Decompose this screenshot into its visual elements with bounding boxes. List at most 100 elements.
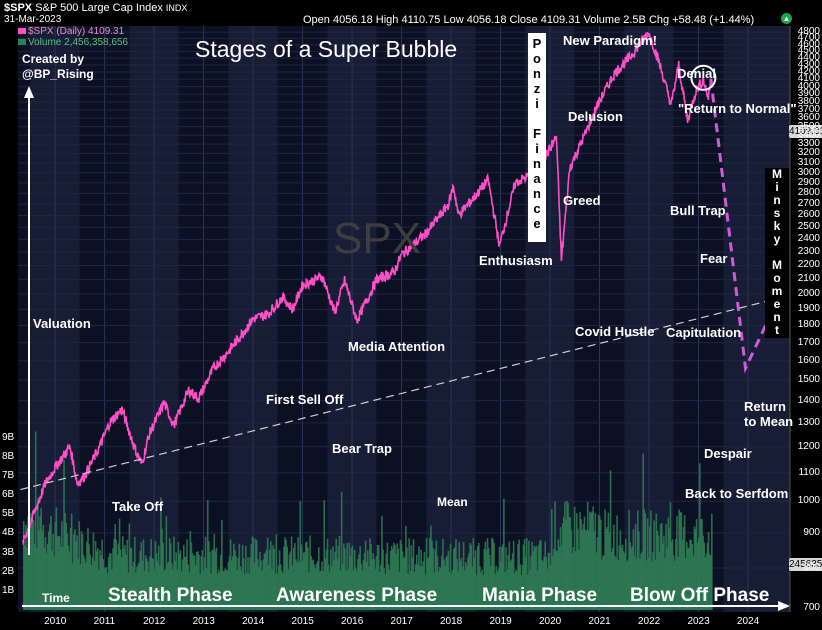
volume-bar <box>454 547 456 610</box>
volume-bar <box>174 561 176 610</box>
volume-bar <box>603 555 605 610</box>
volume-bar <box>396 543 398 610</box>
volume-bar <box>437 571 440 610</box>
volume-bar <box>524 556 527 610</box>
volume-bar <box>657 535 660 610</box>
volume-bar <box>211 550 213 610</box>
volume-bar <box>201 550 204 610</box>
price-tick-label: 2800 <box>797 187 820 199</box>
symbol-line: $SPX S&P 500 Large Cap Index INDX <box>4 2 187 14</box>
volume-bar <box>96 548 99 610</box>
volume-bar <box>141 560 144 610</box>
volume-bar <box>646 518 649 610</box>
volume-bar <box>125 554 127 610</box>
price-tick-label: 3900 <box>797 88 820 100</box>
last-price-tag: 4109.31 <box>789 125 822 138</box>
volume-bar <box>160 497 162 610</box>
volume-bar <box>595 552 598 610</box>
volume-bar <box>521 564 524 610</box>
volume-bar <box>162 542 164 610</box>
volume-bar <box>71 563 74 610</box>
volume-bar <box>101 539 103 610</box>
volume-bar <box>104 567 107 610</box>
volume-bar <box>243 574 246 610</box>
volume-bar <box>106 573 109 610</box>
volume-bar <box>572 546 575 610</box>
new-paradigm-label: New Paradigm! <box>563 33 657 48</box>
volume-bar <box>641 551 643 610</box>
volume-bar <box>230 560 233 610</box>
volume-bar <box>541 559 543 610</box>
volume-bar <box>389 550 392 610</box>
volume-bar <box>102 559 105 610</box>
volume-bar <box>471 566 474 610</box>
volume-bar <box>233 543 235 610</box>
volume-bar <box>468 553 470 610</box>
last-volume-tag: 2456358 <box>789 558 822 571</box>
volume-bar <box>285 539 287 610</box>
volume-bar <box>147 561 149 610</box>
price-tick-label: 3200 <box>797 147 820 159</box>
volume-bar <box>24 545 26 610</box>
volume-bar <box>279 564 282 610</box>
volume-bar <box>339 570 342 610</box>
volume-bar <box>516 571 518 610</box>
volume-bar <box>619 530 622 610</box>
volume-bar <box>495 565 498 610</box>
volume-bar <box>546 568 549 610</box>
volume-bar <box>212 549 214 610</box>
volume-bar <box>326 538 329 610</box>
volume-bar <box>423 551 426 610</box>
volume-bar <box>691 544 694 610</box>
volume-bar <box>685 541 688 610</box>
credit-line-1: Created by <box>22 52 85 66</box>
volume-bar <box>411 557 414 610</box>
volume-bar <box>474 550 477 610</box>
volume-bar <box>266 537 269 610</box>
volume-bar <box>117 543 120 610</box>
volume-bar <box>527 574 529 610</box>
volume-bar <box>591 511 593 610</box>
volume-bar <box>604 509 606 610</box>
volume-bar <box>114 524 117 610</box>
volume-bar <box>709 555 712 610</box>
volume-bar <box>22 521 25 610</box>
volume-bar <box>653 520 655 610</box>
volume-bar <box>215 547 218 610</box>
volume-bar <box>317 547 320 610</box>
volume-bar <box>311 559 314 610</box>
volume-bar <box>515 569 517 610</box>
volume-bar <box>81 534 84 610</box>
volume-bar <box>614 555 616 610</box>
media-attention-label: Media Attention <box>348 339 446 354</box>
volume-bar <box>494 574 496 610</box>
volume-bar <box>138 562 140 610</box>
volume-bar <box>286 546 289 610</box>
volume-bar <box>377 545 380 610</box>
volume-bar <box>344 548 346 610</box>
volume-bar <box>103 567 106 610</box>
volume-bar <box>171 563 173 610</box>
volume-bar <box>609 470 612 610</box>
return-to-normal-label: "Return to Normal" <box>678 101 797 116</box>
vertical-letter: M <box>772 258 782 272</box>
volume-bar <box>608 532 611 610</box>
volume-bar <box>358 554 360 610</box>
volume-bar <box>267 564 270 610</box>
volume-bar <box>99 550 101 610</box>
price-tick-label: 4700 <box>797 32 820 44</box>
volume-bar <box>57 536 60 610</box>
vertical-letter: o <box>773 271 781 285</box>
volume-bar <box>161 528 163 610</box>
volume-bar <box>41 530 44 610</box>
volume-bar <box>177 541 180 610</box>
volume-bar <box>363 552 366 610</box>
vertical-letter: z <box>533 81 541 96</box>
vertical-letter: m <box>771 284 783 298</box>
volume-bar <box>401 551 404 610</box>
volume-bar <box>191 553 194 610</box>
price-tick-label: 1700 <box>797 336 820 348</box>
volume-bar <box>486 538 489 610</box>
volume-bar <box>579 512 581 610</box>
volume-bar <box>165 515 168 610</box>
